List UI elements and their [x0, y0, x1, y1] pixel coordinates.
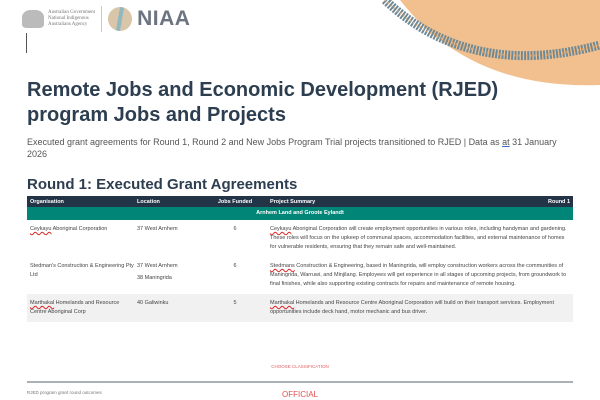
gov-text: Australian Government National Indigenou… — [48, 10, 95, 28]
subtitle: Executed grant agreements for Round 1, R… — [27, 136, 567, 160]
location-2: 38 Maningrida — [137, 275, 172, 281]
location: 37 West Arnhem — [137, 226, 178, 232]
col-organisation: Organisation — [30, 198, 64, 205]
gov-line: National Indigenous — [48, 16, 89, 21]
cell-location: 37 West Arnhem 38 Maningrida — [137, 262, 212, 289]
logo-group: Australian Government National Indigenou… — [22, 4, 190, 34]
table-row: Marthakal Homelands and Resource Centre … — [27, 294, 573, 322]
cell-location: 40 Galiwinku — [137, 299, 212, 317]
location: 37 West Arnhem — [137, 263, 178, 269]
org-name-misspelt: Marthakal — [30, 300, 55, 306]
coat-of-arms-icon — [22, 10, 44, 28]
cell-summary: Marthakal Homelands and Resource Centre … — [258, 299, 573, 317]
col-location: Location — [137, 198, 160, 205]
subtitle-text: Executed grant agreements for Round 1, R… — [27, 137, 503, 147]
text-cursor — [26, 33, 27, 53]
location: 40 Galiwinku — [137, 300, 169, 306]
subtitle-date: 31 January 2026 — [27, 137, 557, 159]
section-heading: Round 1: Executed Grant Agreements — [27, 176, 298, 193]
table-header: Organisation Location Jobs Funded Projec… — [27, 196, 573, 207]
cell-location: 37 West Arnhem — [137, 225, 212, 252]
cell-jobs-funded: 6 — [233, 226, 237, 232]
table-row: Ceykayu Aboriginal Corporation 37 West A… — [27, 220, 573, 257]
cell-jobs-funded: 6 — [233, 263, 237, 269]
cell-organisation: Marthakal Homelands and Resource Centre … — [27, 299, 137, 317]
summary-text: Construction & Engineering, based in Man… — [270, 263, 567, 287]
summary-org-misspelt: Marthakal — [270, 300, 295, 306]
table-row: Stedman's Construction & Engineering Pty… — [27, 257, 573, 294]
cell-summary: Ceykayu Aboriginal Corporation will crea… — [258, 225, 573, 252]
col-project-summary: Project Summary Round 1 — [258, 199, 573, 205]
org-name: Aboriginal Corporation — [51, 226, 108, 232]
org-name-misspelt: Ceykayu — [30, 226, 52, 232]
gov-line: Australian Government — [48, 10, 96, 15]
footer-doc-name: RJED program grant round outcomes — [27, 390, 102, 395]
col-summary-label: Project Summary — [270, 198, 316, 205]
cell-organisation: Stedman's Construction & Engineering Pty… — [27, 262, 137, 289]
niaa-emblem-icon — [108, 7, 133, 31]
footer-rule — [27, 381, 573, 383]
region-row: Arnhem Land and Groote Eylandt — [27, 207, 573, 220]
summary-text: Homelands and Resource Centre Aboriginal… — [270, 300, 555, 315]
col-jobs-funded: Jobs Funded — [217, 198, 253, 205]
choose-classification: CHOOSE CLASSIFICATION — [271, 364, 329, 369]
cell-summary: Stedmans Construction & Engineering, bas… — [258, 262, 573, 289]
org-name: Homelands and Resource Centre Aboriginal… — [30, 300, 120, 315]
org-name: Stedman's Construction & Engineering Pty… — [30, 263, 134, 278]
niaa-logo-text: NIAA — [137, 7, 191, 30]
col-round-label: Round 1 — [548, 198, 570, 205]
summary-org-misspelt: Ceykayu — [270, 226, 292, 232]
decorative-header-graphic — [381, 0, 600, 86]
cell-jobs-funded: 5 — [233, 300, 237, 306]
summary-org-misspelt: Stedmans — [270, 263, 295, 269]
gov-line: Australians Agency — [48, 22, 88, 27]
cell-organisation: Ceykayu Aboriginal Corporation — [27, 225, 137, 252]
subtitle-at: at — [502, 137, 510, 147]
classification-label: OFFICIAL — [281, 390, 318, 399]
logo-divider — [101, 6, 103, 32]
page-title: Remote Jobs and Economic Development (RJ… — [27, 79, 499, 126]
grant-table: Organisation Location Jobs Funded Projec… — [27, 196, 573, 322]
summary-text: Aboriginal Corporation will create emplo… — [270, 226, 567, 250]
